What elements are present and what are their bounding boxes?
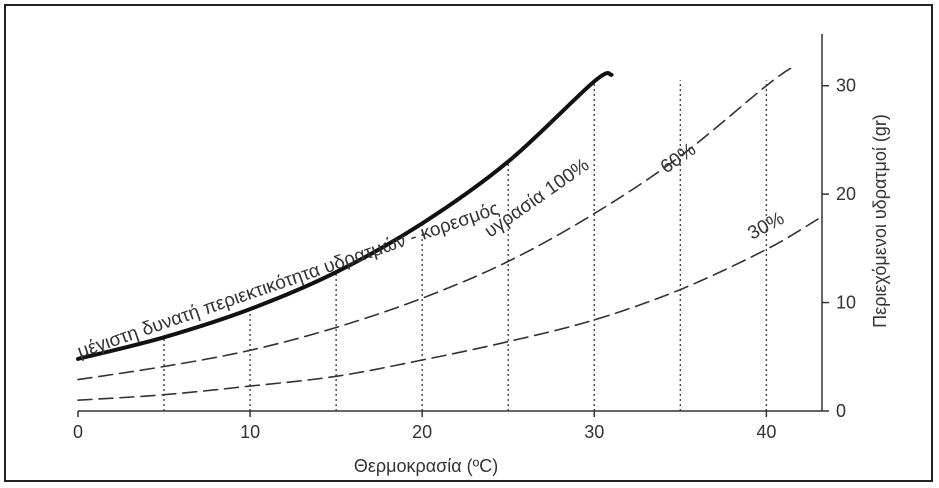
saturation-curve bbox=[76, 71, 614, 361]
y-tick-label: 0 bbox=[836, 401, 846, 421]
humidity-curve-30-percent bbox=[77, 218, 819, 401]
curves bbox=[76, 66, 819, 401]
label-30-percent: 30% bbox=[744, 208, 788, 244]
x-tick-label: 0 bbox=[73, 422, 83, 442]
x-tick-label: 40 bbox=[756, 422, 776, 442]
humidity-chart: 0 10 20 30 40 0 10 20 30 Θερμοκρασία (ºC) Περιε… bbox=[73, 34, 890, 476]
y-tick-label: 30 bbox=[836, 76, 856, 96]
humidity-curve-60-percent bbox=[77, 66, 793, 381]
saturation-curve-label: μέγιστη δυνατή περιεκτικότητα υδρατμών -… bbox=[75, 198, 502, 363]
y-tick-label: 10 bbox=[836, 293, 856, 313]
vertical-guides bbox=[163, 80, 768, 411]
label-60-percent: 60% bbox=[657, 139, 700, 178]
y-tick-label: 20 bbox=[836, 184, 856, 204]
x-tick-label: 20 bbox=[412, 422, 432, 442]
chart-frame: 0 10 20 30 40 0 10 20 30 Θερμοκρασία (ºC) Περιε… bbox=[4, 4, 933, 482]
x-tick-label: 30 bbox=[584, 422, 604, 442]
x-axis-title: Θερμοκρασία (ºC) bbox=[354, 456, 498, 476]
x-ticks: 0 10 20 30 40 bbox=[73, 411, 776, 442]
y-axis-title: Περιεχόμενοι υδρατμοί (gr) bbox=[870, 114, 890, 328]
y-ticks: 0 10 20 30 bbox=[822, 76, 856, 421]
x-tick-label: 10 bbox=[240, 422, 260, 442]
